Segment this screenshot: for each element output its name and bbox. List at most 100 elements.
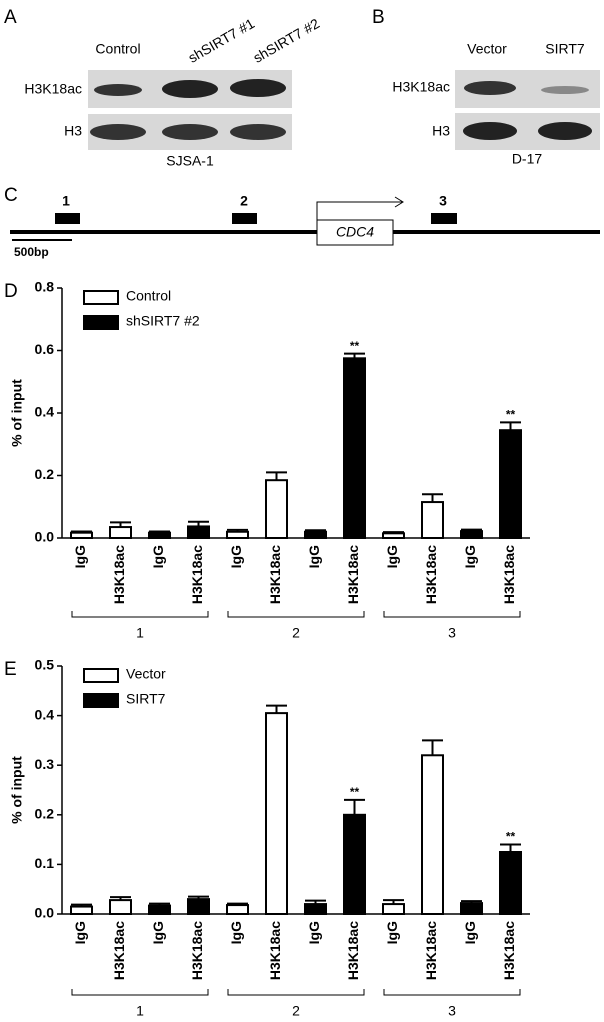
band bbox=[94, 84, 142, 96]
x-tick-label: H3K18ac bbox=[267, 545, 283, 604]
gene-name: CDC4 bbox=[336, 224, 374, 240]
error-bar bbox=[110, 896, 131, 901]
row-label: H3K18ac bbox=[24, 81, 82, 97]
y-tick-label: 0.4 bbox=[35, 404, 55, 420]
bar bbox=[382, 903, 405, 916]
error-bar bbox=[227, 528, 248, 532]
band bbox=[162, 124, 218, 140]
y-tick-label: 0.8 bbox=[35, 279, 55, 295]
band bbox=[230, 124, 286, 140]
x-tick-label: IgG bbox=[228, 921, 244, 944]
bar bbox=[460, 530, 483, 539]
tss-arrow bbox=[316, 196, 404, 220]
region-box bbox=[232, 213, 257, 224]
error-bar bbox=[266, 471, 287, 481]
error-bar bbox=[266, 704, 287, 714]
scale-label: 500bp bbox=[14, 245, 49, 259]
y-axis-title: % of input bbox=[9, 379, 25, 447]
error-bar bbox=[71, 530, 92, 533]
legend-swatch bbox=[83, 315, 119, 330]
error-bar bbox=[383, 531, 404, 534]
x-tick-label: H3K18ac bbox=[501, 921, 517, 980]
significance: ** bbox=[506, 830, 516, 844]
row-label: H3 bbox=[432, 123, 450, 139]
x-tick-label: IgG bbox=[72, 545, 88, 568]
error-bar bbox=[149, 530, 170, 533]
group-bracket bbox=[71, 989, 209, 996]
error-bar bbox=[149, 902, 170, 906]
bar bbox=[304, 530, 327, 539]
panel-letter: E bbox=[4, 659, 17, 680]
bar bbox=[187, 898, 210, 915]
legend-swatch bbox=[83, 668, 119, 683]
error-bar bbox=[500, 843, 521, 852]
lane-label: shSIRT7 #2 bbox=[250, 15, 322, 66]
error-bar bbox=[188, 520, 209, 527]
y-tick-label: 0.1 bbox=[35, 855, 55, 871]
cell-line: SJSA-1 bbox=[166, 153, 214, 169]
panel-letter: D bbox=[4, 281, 18, 302]
x-tick-label: IgG bbox=[306, 921, 322, 944]
row-label: H3K18ac bbox=[392, 79, 450, 95]
x-tick-label: H3K18ac bbox=[345, 921, 361, 980]
gene-box bbox=[316, 219, 394, 246]
y-axis-title: % of input bbox=[9, 756, 25, 824]
legend-swatch bbox=[83, 693, 119, 708]
x-tick-label: IgG bbox=[72, 921, 88, 944]
error-bar bbox=[383, 899, 404, 905]
error-bar bbox=[344, 352, 365, 359]
error-bar bbox=[461, 900, 482, 904]
legend-label: shSIRT7 #2 bbox=[126, 313, 200, 329]
bar bbox=[343, 357, 366, 539]
bar bbox=[70, 905, 93, 915]
x-tick-label: H3K18ac bbox=[423, 545, 439, 604]
band bbox=[162, 80, 218, 98]
lane-label: shSIRT7 #1 bbox=[185, 15, 257, 66]
cell-line: D-17 bbox=[512, 151, 543, 167]
group-label: 2 bbox=[292, 1003, 300, 1019]
bar bbox=[148, 904, 171, 915]
legend-swatch bbox=[83, 290, 119, 305]
x-tick-label: H3K18ac bbox=[111, 545, 127, 604]
band bbox=[541, 86, 589, 94]
band bbox=[538, 122, 592, 140]
y-tick-label: 0.0 bbox=[35, 529, 55, 545]
lane-label: Control bbox=[95, 41, 140, 57]
bar bbox=[265, 479, 288, 539]
x-tick-label: H3K18ac bbox=[423, 921, 439, 980]
error-bar bbox=[188, 895, 209, 900]
panel-letter: A bbox=[4, 7, 17, 28]
bar bbox=[499, 851, 522, 915]
x-tick-label: IgG bbox=[384, 545, 400, 568]
legend-label: Control bbox=[126, 288, 171, 304]
legend-label: Vector bbox=[126, 666, 166, 682]
error-bar bbox=[500, 421, 521, 431]
x-tick-label: H3K18ac bbox=[267, 921, 283, 980]
legend-label: SIRT7 bbox=[126, 691, 166, 707]
y-tick-label: 0.2 bbox=[35, 806, 55, 822]
x-tick-label: IgG bbox=[384, 921, 400, 944]
error-bar bbox=[422, 493, 443, 503]
row-label: H3 bbox=[64, 123, 82, 139]
error-bar bbox=[305, 529, 326, 532]
group-label: 2 bbox=[292, 625, 300, 641]
bar bbox=[109, 899, 132, 915]
error-bar bbox=[227, 902, 248, 906]
region-label: 2 bbox=[240, 193, 248, 209]
region-label: 1 bbox=[62, 193, 70, 209]
bar bbox=[421, 501, 444, 539]
bar bbox=[70, 531, 93, 539]
error-bar bbox=[344, 798, 365, 815]
y-tick-label: 0.2 bbox=[35, 466, 55, 482]
group-label: 3 bbox=[448, 1003, 456, 1019]
group-label: 3 bbox=[448, 625, 456, 641]
lane-label: SIRT7 bbox=[545, 41, 585, 57]
group-bracket bbox=[383, 611, 521, 618]
error-bar bbox=[305, 899, 326, 905]
band bbox=[463, 122, 517, 140]
bar bbox=[109, 526, 132, 539]
x-tick-label: H3K18ac bbox=[111, 921, 127, 980]
bar bbox=[148, 531, 171, 539]
band bbox=[230, 79, 286, 97]
error-bar bbox=[422, 739, 443, 756]
